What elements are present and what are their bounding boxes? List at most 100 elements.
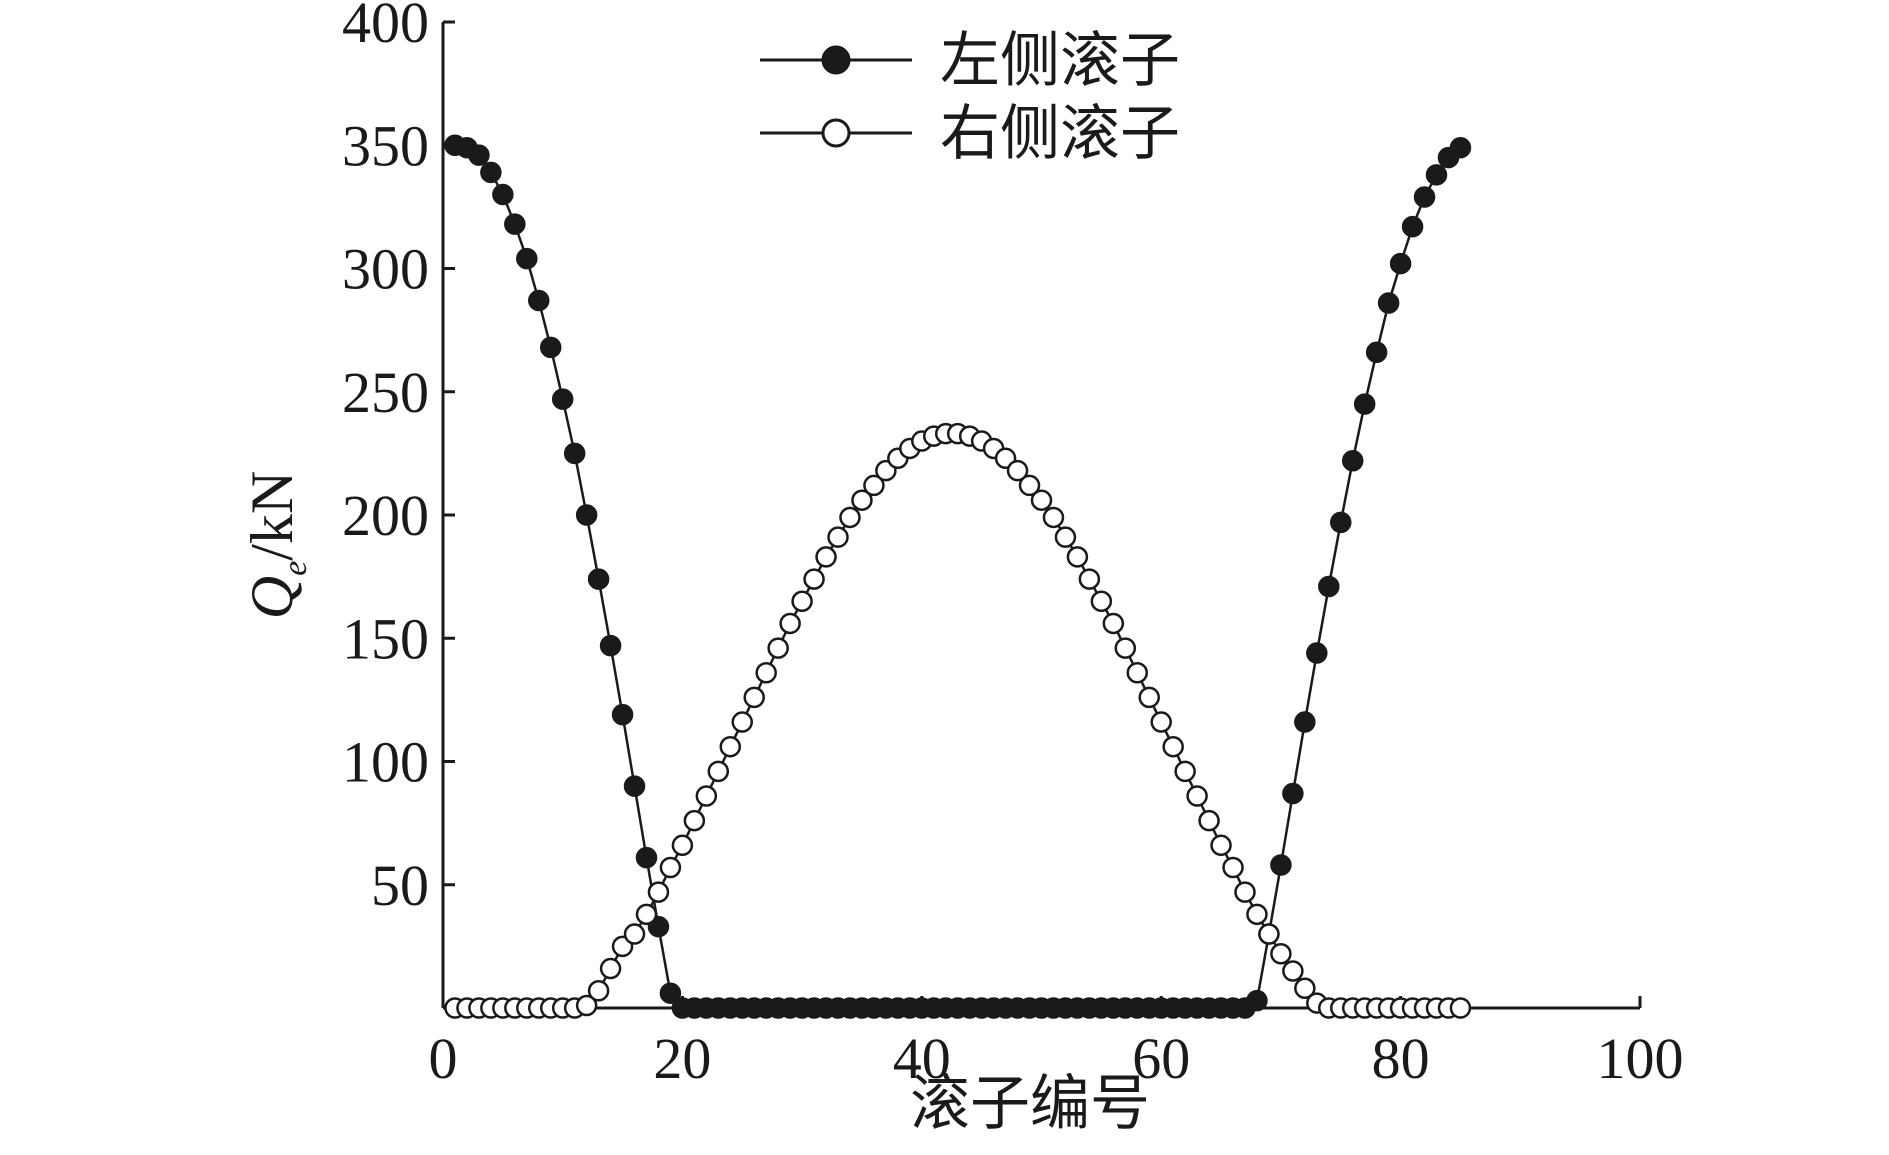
data-point-filled <box>492 183 514 206</box>
data-point-open <box>1282 960 1304 982</box>
data-point-open <box>1054 526 1077 548</box>
data-point-filled <box>1318 575 1340 598</box>
data-point-filled <box>1282 782 1304 805</box>
data-point-open <box>791 590 813 613</box>
data-point-filled <box>539 336 562 359</box>
y-tick-label: 400 <box>342 0 429 55</box>
legend-entry-1: 左侧滚子 <box>760 28 1180 94</box>
data-point-filled <box>480 161 502 184</box>
data-point-open <box>1449 997 1472 1019</box>
y-tick-label: 200 <box>342 483 429 548</box>
data-point-open <box>635 903 658 926</box>
x-tick-label: 100 <box>1597 1026 1684 1091</box>
data-point-open <box>1270 943 1292 965</box>
data-point-open <box>587 980 610 1002</box>
data-point-filled <box>587 568 610 590</box>
data-point-filled <box>1413 186 1436 208</box>
legend-label: 左侧滚子 <box>940 28 1180 94</box>
data-point-open <box>719 735 742 758</box>
data-point-filled <box>1377 292 1400 314</box>
legend-label: 右侧滚子 <box>940 101 1180 167</box>
data-point-filled <box>504 213 526 235</box>
data-point-open <box>1042 506 1065 529</box>
data-point-open <box>1138 686 1160 709</box>
data-point-open <box>1222 856 1244 879</box>
data-point-filled <box>1353 393 1376 415</box>
data-point-open <box>803 568 825 590</box>
data-point-open <box>1258 923 1280 945</box>
data-point-filled <box>1330 511 1352 534</box>
x-tick-label: 80 <box>1372 1026 1430 1091</box>
data-point-open <box>1126 662 1149 684</box>
data-point-filled <box>611 703 634 726</box>
data-point-filled <box>1365 341 1388 364</box>
data-point-open <box>815 546 837 568</box>
legend-entry-2: 右侧滚子 <box>760 101 1180 167</box>
data-point-filled <box>599 634 622 657</box>
data-point-open <box>1294 977 1316 1000</box>
data-point-filled <box>468 144 490 166</box>
data-point-open <box>743 686 765 709</box>
data-point-open <box>1090 590 1113 613</box>
data-point-open <box>683 809 706 832</box>
y-axis-title: Qe/kN <box>239 471 314 619</box>
data-point-open <box>1078 568 1101 590</box>
x-tick-label: 0 <box>429 1026 458 1091</box>
data-point-filled <box>1270 854 1292 876</box>
data-point-filled <box>1306 642 1328 664</box>
y-axis-title-subscript: e <box>277 561 314 576</box>
y-tick-label: 100 <box>342 730 429 795</box>
data-point-open <box>1102 612 1125 635</box>
data-point-filled <box>1294 711 1316 733</box>
data-point-open <box>1198 809 1220 832</box>
data-point-open <box>1246 903 1268 926</box>
series-1 <box>444 134 1472 1019</box>
x-axis-title: 滚子编号 <box>910 1071 1150 1137</box>
data-point-filled <box>563 442 586 465</box>
data-point-open <box>1006 459 1029 482</box>
plot-area <box>444 134 1472 1019</box>
data-point-filled <box>1341 450 1364 472</box>
data-point-filled <box>1401 215 1424 238</box>
data-point-open <box>767 637 789 659</box>
data-point-filled <box>623 775 646 797</box>
data-point-filled <box>635 846 658 869</box>
data-point-open <box>707 760 730 783</box>
data-point-open <box>1066 546 1089 568</box>
y-tick-label: 50 <box>371 853 429 918</box>
y-axis-title-main: Q <box>239 576 305 619</box>
data-point-filled <box>1425 164 1448 186</box>
data-point-open <box>731 711 753 733</box>
x-tick-label: 40 <box>893 1026 951 1091</box>
x-tick-label: 60 <box>1132 1026 1190 1091</box>
data-point-open <box>1030 489 1053 511</box>
data-point-open <box>575 994 598 1017</box>
data-point-filled <box>1246 989 1268 1012</box>
data-point-open <box>779 612 801 635</box>
data-point-filled <box>528 289 550 312</box>
data-point-open <box>1114 637 1137 659</box>
legend-marker <box>821 45 851 75</box>
data-point-open <box>623 923 646 945</box>
data-point-filled <box>1449 136 1472 159</box>
data-point-filled <box>575 504 598 526</box>
data-point-open <box>1174 760 1196 783</box>
data-point-open <box>695 785 718 807</box>
data-point-filled <box>516 247 538 270</box>
axes: 0 20 40 60 80 100 50 100 150 200 250 300 350 400 <box>342 0 1684 1091</box>
y-tick-label: 350 <box>342 113 429 178</box>
data-point-open <box>647 881 670 903</box>
y-tick-label: 250 <box>342 360 429 425</box>
data-point-open <box>1150 711 1172 733</box>
data-point-filled <box>659 982 682 1004</box>
svg-text:Qe/kN: Qe/kN <box>239 471 314 619</box>
data-point-open <box>755 662 777 684</box>
data-point-open <box>659 856 682 879</box>
data-point-open <box>1186 785 1208 807</box>
data-point-open <box>671 834 694 857</box>
data-point-open <box>1162 735 1184 758</box>
data-point-open <box>1210 834 1232 857</box>
